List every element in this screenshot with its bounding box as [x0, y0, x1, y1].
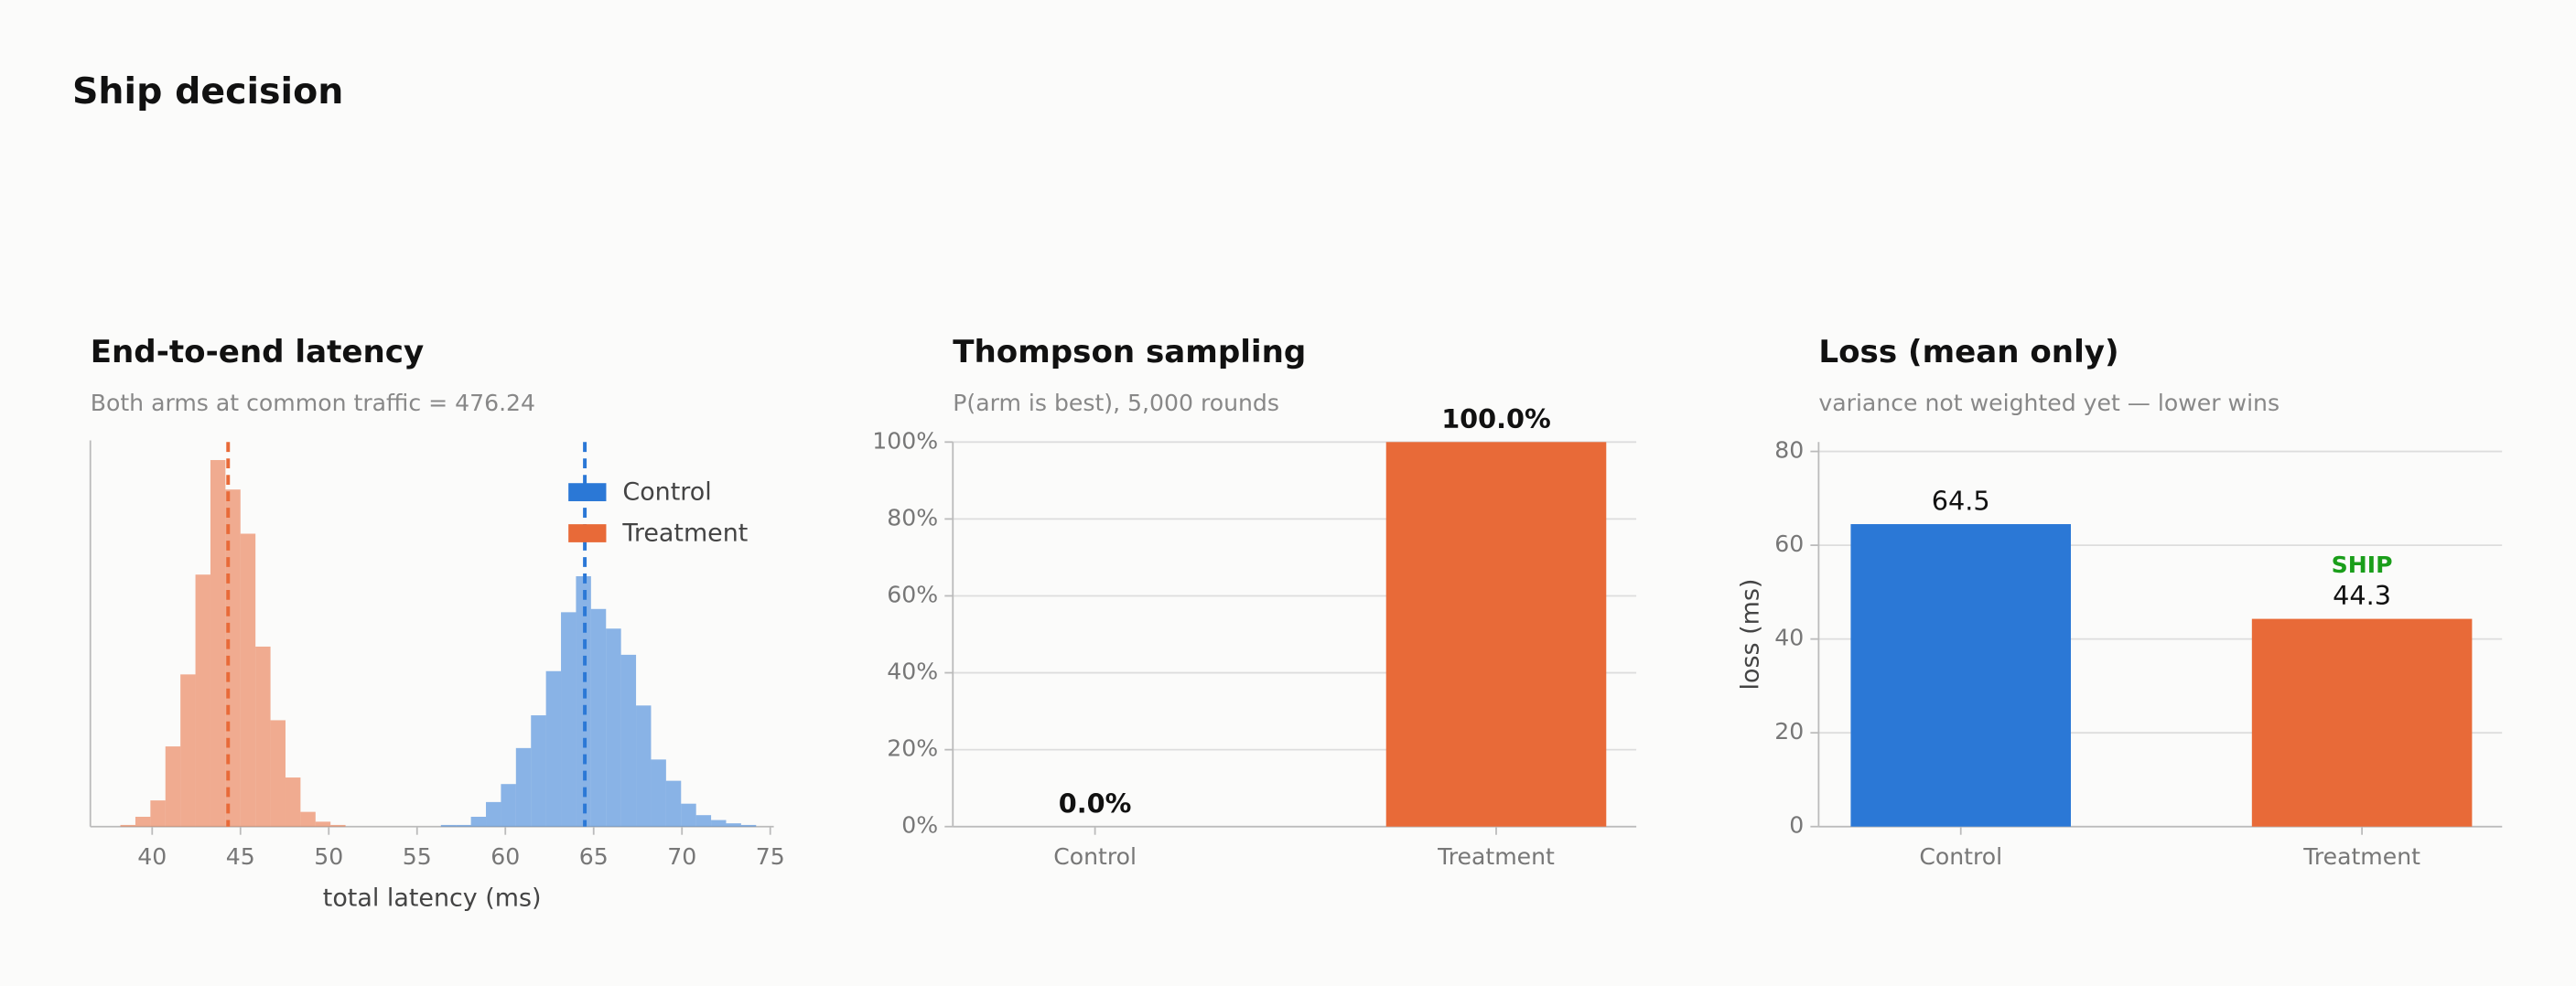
hist-bar [135, 816, 151, 827]
hist-bar [300, 811, 316, 827]
value-label: 64.5 [1932, 486, 1990, 517]
value-label: 44.3 [2333, 580, 2391, 611]
x-tick-label: 55 [403, 843, 432, 870]
x-tick-label: 45 [226, 843, 255, 870]
chart-title: Thompson sampling [953, 334, 1306, 370]
chart-subtitle: Both arms at common traffic = 476.24 [91, 390, 535, 416]
y-tick-label: 40 [1774, 625, 1804, 651]
hist-bar [210, 459, 226, 827]
y-tick-label: 60% [887, 581, 938, 607]
x-tick-label: 75 [756, 843, 785, 870]
hist-bar [440, 824, 457, 827]
hist-bar [606, 628, 621, 827]
value-label: 0.0% [1059, 788, 1132, 819]
hist-bar [255, 646, 271, 827]
value-label: 100.0% [1441, 403, 1551, 434]
hist-bar [515, 747, 532, 827]
hist-bar [726, 823, 741, 827]
hist-bar [695, 815, 712, 827]
hist-bar [120, 824, 135, 827]
chart-subtitle: P(arm is best), 5,000 rounds [953, 390, 1279, 416]
hist-bar [330, 824, 346, 827]
x-axis-label: total latency (ms) [323, 884, 542, 912]
hist-bar [285, 777, 301, 827]
bar [2251, 618, 2473, 827]
hist-bar [470, 816, 487, 827]
hist-bar [576, 576, 591, 827]
hist-bar [681, 803, 696, 827]
y-tick-label: 20% [887, 735, 938, 762]
hist-bar [590, 608, 607, 827]
chart-title: Loss (mean only) [1818, 334, 2118, 370]
chart-title: End-to-end latency [91, 334, 425, 370]
hist-bar [456, 824, 471, 827]
x-tick-label: 70 [667, 843, 696, 870]
x-tick-label: 60 [490, 843, 520, 870]
annotation: SHIP [2332, 552, 2393, 578]
x-tick-label: 50 [314, 843, 343, 870]
y-tick-label: 20 [1774, 718, 1804, 745]
x-tick-label: Treatment [2302, 843, 2420, 870]
hist-bar [665, 780, 682, 827]
chart-subtitle: variance not weighted yet — lower wins [1818, 390, 2280, 416]
hist-bar [165, 746, 181, 827]
hist-bar [740, 824, 757, 827]
bar [1385, 442, 1607, 827]
x-tick-label: 40 [137, 843, 167, 870]
hist-bar [651, 759, 666, 827]
bar [1850, 524, 2072, 827]
hist-bar [270, 720, 286, 827]
y-tick-label: 0 [1789, 812, 1804, 839]
y-axis-label: loss (ms) [1736, 579, 1764, 691]
y-tick-label: 80 [1774, 437, 1804, 464]
page-title: Ship decision [72, 70, 343, 113]
x-tick-label: Treatment [1437, 843, 1555, 870]
hist-bar [486, 801, 501, 827]
hist-bar [150, 800, 166, 827]
y-tick-label: 40% [887, 659, 938, 685]
hist-bar [561, 612, 577, 827]
hist-bar [315, 821, 331, 827]
hist-bar [636, 705, 652, 827]
hist-bar [195, 574, 210, 827]
legend-swatch [568, 524, 607, 542]
hist-bar [620, 654, 637, 827]
legend-label: Treatment [621, 519, 748, 547]
legend-swatch [568, 483, 607, 501]
y-tick-label: 80% [887, 504, 938, 531]
hist-bar [501, 784, 516, 827]
hist-bar [545, 670, 562, 827]
y-tick-label: 60 [1774, 531, 1804, 557]
x-tick-label: Control [1919, 843, 2002, 870]
hist-bar [240, 533, 256, 827]
hist-bar [711, 820, 727, 827]
hist-bar [531, 715, 546, 827]
legend-label: Control [622, 477, 711, 506]
y-tick-label: 0% [901, 812, 938, 839]
y-tick-label: 100% [872, 427, 938, 454]
x-tick-label: Control [1053, 843, 1137, 870]
hist-bar [180, 674, 196, 827]
x-tick-label: 65 [579, 843, 609, 870]
